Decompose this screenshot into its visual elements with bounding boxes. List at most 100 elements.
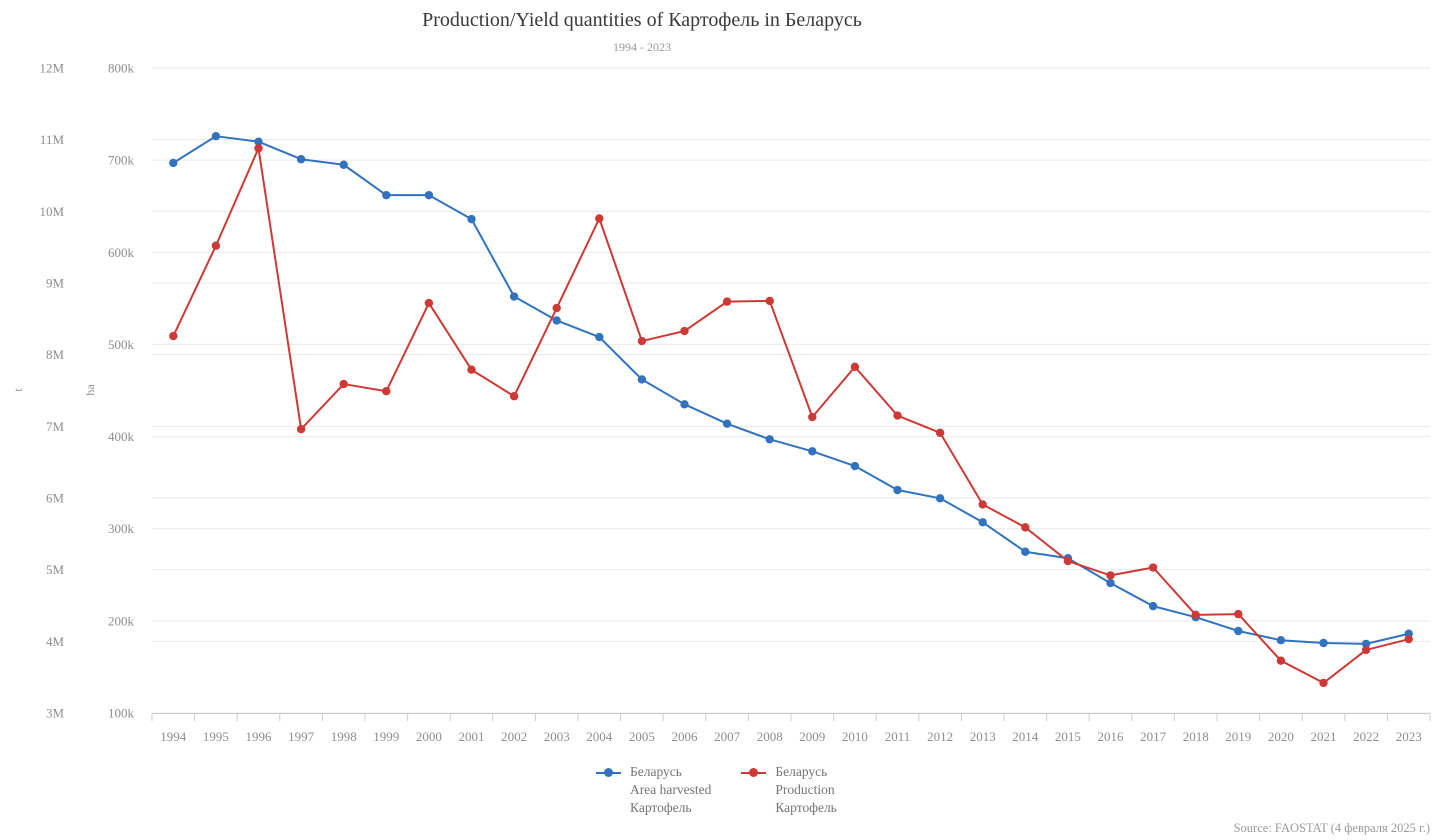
y-axis-label-ha: 200k [108,613,135,628]
line-dot-marker-icon [596,768,621,778]
data-point-production[interactable] [1276,656,1286,665]
x-axis-label: 2011 [885,729,911,744]
data-point-production[interactable] [1361,645,1371,655]
data-point-production[interactable] [1404,634,1413,644]
y-axis-label-ha: 400k [108,429,135,444]
y-axis-label-t: 6M [46,491,65,506]
data-point-production[interactable] [850,362,860,372]
data-point-area[interactable] [637,375,647,384]
data-point-production[interactable] [1063,556,1073,566]
legend-item-area-harvested[interactable]: Беларусь Area harvested Картофель [596,763,711,817]
data-point-production[interactable] [339,379,348,389]
data-point-production[interactable] [1191,610,1200,620]
y-axis-label-t: 4M [46,634,65,649]
y-axis-label-t: 5M [46,562,65,577]
data-point-area[interactable] [1319,638,1328,648]
data-point-area[interactable] [1276,636,1286,645]
data-point-area[interactable] [1361,639,1371,649]
data-point-production[interactable] [637,336,647,346]
data-point-area[interactable] [765,435,774,444]
legend-label-production: Беларусь Production Картофель [775,764,837,815]
x-axis-label: 1998 [331,729,357,744]
data-point-area[interactable] [211,131,221,141]
x-axis-label: 2001 [459,729,485,744]
data-point-area[interactable] [382,190,391,200]
data-point-production[interactable] [382,387,391,396]
data-point-production[interactable] [1148,563,1158,572]
data-point-production[interactable] [1319,678,1328,688]
x-axis-label: 1997 [288,729,315,744]
x-axis-label: 2004 [586,729,613,744]
x-axis-label: 2010 [842,729,868,744]
data-point-production[interactable] [808,412,817,422]
data-point-production[interactable] [1021,523,1030,532]
data-point-area[interactable] [509,292,519,301]
data-point-area[interactable] [722,419,732,428]
data-point-production[interactable] [680,326,689,336]
data-point-area[interactable] [850,461,860,471]
data-point-production[interactable] [552,303,561,313]
data-point-production[interactable] [169,331,178,341]
data-point-production[interactable] [722,297,732,306]
chart-canvas[interactable]: 1994 1995 1996 1997 1998 1999 2000 2001 2002 2003… [0,0,1440,758]
x-axis-label: 1995 [203,729,229,744]
data-point-area[interactable] [935,494,945,503]
data-point-production[interactable] [1234,609,1243,619]
x-axis-label: 2013 [970,729,996,744]
y-axis-label-ha: 100k [108,706,135,721]
data-point-area[interactable] [595,332,604,342]
y-axis-label-t: 9M [46,276,65,291]
y-axis-label-t: 7M [46,419,65,434]
data-point-area[interactable] [467,214,476,224]
data-point-area[interactable] [1148,601,1158,611]
data-point-production[interactable] [935,428,945,437]
data-point-area[interactable] [169,158,178,168]
data-point-production[interactable] [595,214,604,223]
data-point-area[interactable] [339,160,348,169]
x-axis-label: 2014 [1012,729,1039,744]
y-axis-label-t: 11M [40,132,65,147]
x-axis-label: 2008 [757,729,783,744]
x-axis-label: 2022 [1353,729,1379,744]
x-axis-label: 2009 [799,729,825,744]
data-point-production[interactable] [467,365,476,374]
x-axis-label: 1994 [160,729,187,744]
data-point-area[interactable] [808,447,817,456]
y-axis-label-ha: 300k [108,521,135,536]
legend-item-production[interactable]: Беларусь Production Картофель [741,763,837,817]
data-point-production[interactable] [211,241,221,250]
data-point-area[interactable] [254,137,263,146]
data-point-area[interactable] [552,316,561,325]
x-axis-label: 2020 [1268,729,1294,744]
marker-dot [604,768,613,777]
data-point-production[interactable] [978,500,987,509]
data-point-area[interactable] [978,518,987,527]
y-axis-label-t: 12M [39,61,64,76]
data-point-production[interactable] [893,411,902,420]
y-axis-label-t: 8M [46,347,65,362]
data-point-production[interactable] [509,392,519,401]
series-line-production [172,147,1409,684]
data-point-production[interactable] [1106,571,1115,580]
y-axis-label-t: 10M [39,204,64,219]
data-point-production[interactable] [424,298,434,308]
x-axis-label: 2018 [1183,729,1209,744]
y-axis-label-t: 3M [46,706,65,721]
data-point-area[interactable] [893,485,902,495]
data-point-area[interactable] [1021,547,1030,556]
data-point-area[interactable] [1106,578,1115,588]
legend-label-area-harvested: Беларусь Area harvested Картофель [630,764,712,815]
data-point-production[interactable] [296,425,306,434]
x-axis-label: 2019 [1225,729,1251,744]
data-point-area[interactable] [424,190,434,200]
data-point-area[interactable] [296,155,306,164]
data-point-production[interactable] [765,296,774,306]
x-axis-label: 2007 [714,729,741,744]
x-axis-label: 2003 [544,729,570,744]
data-point-production[interactable] [254,144,263,153]
x-axis-label: 1999 [373,729,399,744]
x-axis-label: 2005 [629,729,655,744]
data-point-area[interactable] [1234,626,1243,636]
data-point-area[interactable] [680,400,689,409]
